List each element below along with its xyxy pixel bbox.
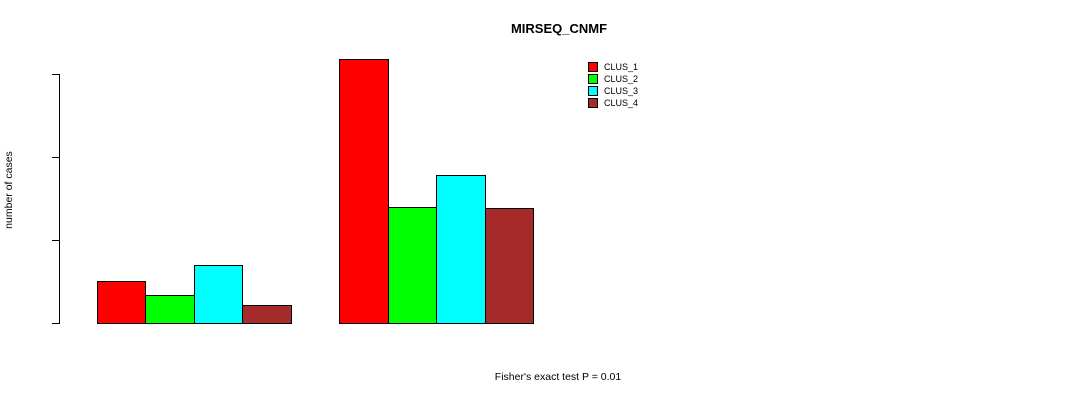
- legend-label: CLUS_1: [604, 61, 639, 72]
- y-axis-tick: [52, 157, 59, 158]
- bar-clus_2-2: [387, 207, 437, 324]
- legend-item-clus_2: CLUS_2: [588, 73, 638, 84]
- legend-color-swatch: [588, 86, 598, 97]
- bar-clus_1-1: [96, 281, 146, 324]
- y-axis-tick: [52, 74, 59, 75]
- fisher-test-annotation: Fisher's exact test P = 0.01: [494, 371, 622, 383]
- legend-label: CLUS_3: [604, 86, 639, 97]
- legend-item-clus_4: CLUS_4: [588, 98, 638, 109]
- y-axis-line: [59, 74, 60, 324]
- y-axis-tick: [52, 323, 59, 324]
- bar-clus_1-2: [339, 59, 389, 324]
- legend-item-clus_1: CLUS_1: [588, 61, 638, 72]
- bar-clus_3-2: [436, 175, 486, 324]
- legend-label: CLUS_4: [604, 98, 639, 109]
- legend-color-swatch: [588, 73, 598, 84]
- y-axis-tick: [52, 240, 59, 241]
- bar-clus_4-2: [484, 208, 534, 324]
- legend-item-clus_3: CLUS_3: [588, 86, 638, 97]
- legend-color-swatch: [588, 98, 598, 109]
- chart-title: MIRSEQ_CNMF: [510, 21, 608, 36]
- legend-label: CLUS_2: [604, 73, 639, 84]
- bar-clus_4-1: [242, 305, 292, 324]
- bar-clus_3-1: [193, 265, 243, 324]
- bar-clus_2-1: [145, 295, 195, 324]
- legend-color-swatch: [588, 61, 598, 72]
